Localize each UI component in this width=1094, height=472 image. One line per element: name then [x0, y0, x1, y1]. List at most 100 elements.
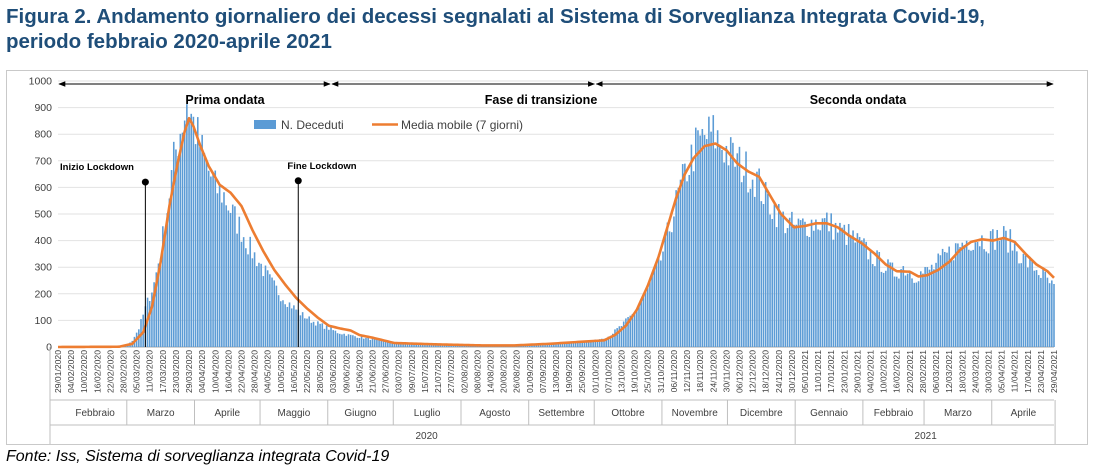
bar: [662, 251, 664, 347]
x-tick-label: 04/02/2021: [866, 350, 876, 393]
phase-arrows: Prima ondata Fase di transizione Seconda o…: [58, 81, 1054, 107]
bar: [1000, 237, 1003, 347]
x-tick-label: 29/03/2020: [184, 350, 194, 393]
bar: [542, 344, 544, 347]
bar: [810, 219, 813, 347]
bar: [572, 342, 575, 347]
bar: [432, 344, 435, 347]
bar: [633, 313, 636, 347]
bar: [697, 130, 699, 347]
bar: [197, 117, 199, 347]
bar: [939, 255, 942, 347]
bar: [249, 236, 251, 347]
bar: [162, 226, 164, 347]
bar: [1018, 263, 1020, 347]
bar: [928, 269, 931, 347]
bar: [1013, 243, 1016, 347]
bar: [642, 295, 645, 347]
bar: [328, 329, 330, 347]
bar: [941, 248, 944, 347]
bar: [1020, 263, 1023, 347]
bar: [699, 135, 701, 347]
bar: [612, 333, 614, 347]
bar: [1035, 270, 1038, 347]
bar: [306, 318, 308, 347]
bar: [236, 233, 238, 347]
month-label: Maggio: [277, 408, 310, 419]
chart: 0 100 200 300 400 500 600 700 800 900 1000 Prima o…: [29, 76, 1059, 444]
month-label: Settembre: [538, 408, 585, 419]
bar: [301, 312, 304, 347]
bar: [933, 269, 935, 347]
x-tick-label: 15/07/2020: [420, 350, 430, 393]
bar: [828, 231, 830, 347]
bar: [808, 237, 811, 347]
bar: [935, 262, 937, 347]
bar: [854, 242, 857, 347]
x-tick-label: 22/04/2020: [236, 350, 246, 393]
x-tick-label: 30/11/2020: [721, 350, 731, 393]
bar: [203, 152, 206, 347]
legend: N. Deceduti Media mobile (7 giorni): [254, 118, 523, 132]
x-tick-label: 18/03/2021: [957, 350, 967, 393]
bar: [404, 343, 407, 347]
bar: [548, 343, 551, 347]
bar: [782, 211, 784, 347]
bar: [981, 235, 983, 347]
bar: [323, 328, 326, 347]
bar: [992, 229, 994, 347]
bar: [251, 258, 254, 347]
bar: [815, 219, 817, 347]
bar: [924, 267, 926, 347]
bar: [271, 277, 273, 347]
y-tick-label: 500: [34, 209, 52, 221]
month-label: Gennaio: [810, 408, 848, 419]
bar: [758, 168, 760, 347]
x-tick-label: 05/03/2020: [132, 350, 142, 393]
x-tick-label: 01/09/2020: [525, 350, 535, 393]
bar: [537, 344, 540, 347]
bar: [867, 259, 870, 347]
x-tick-label: 23/03/2020: [171, 350, 181, 393]
bar: [352, 335, 354, 347]
bar: [646, 286, 649, 347]
bar: [732, 142, 734, 347]
bar: [391, 342, 393, 347]
bar: [577, 342, 579, 347]
bar: [1024, 255, 1027, 347]
bar: [214, 170, 217, 347]
bar: [201, 134, 203, 347]
bar: [614, 329, 616, 347]
bar: [338, 333, 341, 347]
bar: [262, 276, 265, 347]
bar: [1007, 252, 1009, 347]
bar: [668, 231, 671, 347]
bar: [555, 343, 557, 347]
bar: [402, 343, 404, 347]
bar: [179, 133, 182, 347]
x-tick-label: 29/01/2021: [852, 350, 862, 393]
x-tick-label: 28/04/2020: [250, 350, 260, 393]
x-tick-label: 01/10/2020: [590, 350, 600, 393]
bar: [568, 342, 570, 347]
figure-source: Fonte: Iss, Sistema di sorveglianza inte…: [6, 448, 390, 465]
bar: [874, 266, 876, 347]
bar: [413, 343, 415, 347]
lockdown-label: Inizio Lockdown: [60, 162, 134, 173]
bar: [1051, 280, 1053, 347]
x-tick-label: 11/01/2021: [813, 350, 823, 393]
bar: [701, 128, 704, 347]
bar: [574, 342, 577, 347]
bar: [703, 135, 706, 347]
bar: [852, 230, 854, 347]
bar: [664, 231, 666, 347]
bar: [310, 322, 313, 347]
bar: [714, 148, 717, 347]
bar: [288, 302, 291, 347]
bar: [387, 341, 389, 347]
bar: [212, 174, 214, 347]
bar: [1042, 269, 1044, 347]
bar: [415, 344, 417, 347]
bar: [592, 340, 594, 347]
bar: [347, 334, 350, 347]
